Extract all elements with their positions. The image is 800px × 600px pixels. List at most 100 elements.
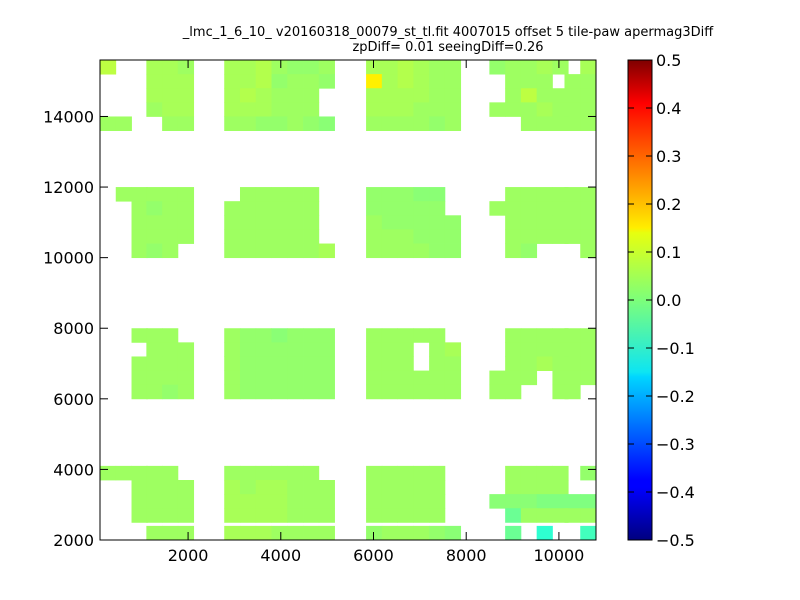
heatmap-cell	[255, 480, 272, 495]
heatmap-cell	[224, 508, 241, 523]
heatmap-cell	[303, 201, 320, 216]
heatmap-cell	[146, 370, 163, 386]
heatmap-cell	[177, 116, 195, 131]
heatmap-cell	[580, 356, 597, 371]
heatmap-cell	[162, 201, 179, 216]
heatmap-cell	[239, 465, 257, 481]
heatmap-cell	[413, 74, 430, 89]
heatmap-cell	[413, 525, 430, 541]
heatmap-cell	[255, 88, 272, 103]
y-tick-label: 2000	[53, 531, 94, 550]
heatmap-cell	[162, 356, 179, 371]
heatmap-cell	[287, 60, 304, 75]
heatmap-cell	[397, 384, 414, 400]
heatmap-cell	[444, 116, 462, 131]
heatmap-cell	[162, 465, 179, 481]
y-axis: 2000 4000 6000 8000 10000 12000 14000	[43, 107, 596, 550]
heatmap-cell	[536, 88, 553, 103]
heatmap-cell	[271, 229, 288, 244]
heatmap-cell	[505, 356, 522, 371]
heatmap-cell	[444, 88, 462, 103]
heatmap-cell	[520, 215, 538, 230]
heatmap-cell	[489, 384, 506, 400]
heatmap-cell	[505, 370, 522, 386]
heatmap-cell	[162, 525, 179, 541]
heatmap-cell	[318, 342, 335, 357]
heatmap-cell	[177, 370, 195, 386]
colorbar-tick-label: 0.4	[656, 99, 681, 118]
heatmap-cell	[239, 88, 257, 103]
heatmap-cell	[239, 480, 257, 495]
y-tick-label: 8000	[53, 319, 94, 338]
heatmap-cell	[381, 88, 398, 103]
heatmap-cell	[505, 74, 522, 89]
heatmap-cell	[177, 88, 195, 103]
x-axis: 2000 4000 6000 8000 10000	[168, 60, 584, 565]
heatmap-cell	[429, 328, 446, 343]
colorbar-tick-label: −0.5	[656, 531, 695, 550]
heatmap-cell	[146, 74, 163, 89]
heatmap-cell	[239, 201, 257, 216]
heatmap-cell	[177, 508, 195, 523]
colorbar-tick-label: 0.5	[656, 51, 681, 70]
heatmap-cell	[429, 229, 446, 244]
heatmap-cell	[162, 370, 179, 386]
heatmap-cell	[381, 508, 398, 523]
heatmap-cell	[131, 328, 148, 343]
heatmap-cell	[413, 201, 430, 216]
heatmap-cell	[303, 384, 320, 400]
heatmap-cell	[177, 480, 195, 495]
heatmap-cell	[303, 102, 320, 117]
heatmap-cell	[381, 243, 398, 259]
heatmap-cell	[505, 480, 522, 495]
heatmap-cell	[536, 342, 553, 357]
heatmap-cell	[520, 465, 538, 481]
heatmap-cell	[224, 102, 241, 117]
heatmap-cell	[397, 508, 414, 523]
heatmap-cell	[239, 102, 257, 117]
heatmap-cell	[444, 229, 462, 244]
heatmap-cell	[255, 384, 272, 400]
heatmap-cell	[162, 116, 179, 131]
heatmap-cell	[318, 243, 335, 259]
heatmap-cell	[177, 525, 195, 541]
heatmap-cell	[397, 328, 414, 343]
heatmap-cell	[366, 525, 383, 541]
heatmap-cell	[397, 116, 414, 131]
heatmap-cell	[489, 102, 506, 117]
heatmap-cell	[255, 74, 272, 89]
heatmap-cell	[366, 88, 383, 103]
heatmap-cell	[224, 215, 241, 230]
heatmap-cell	[413, 187, 430, 202]
heatmap-cell	[303, 465, 320, 481]
heatmap-cell	[381, 480, 398, 495]
heatmap-cell	[287, 328, 304, 343]
heatmap-cell	[444, 243, 462, 259]
heatmap-cell	[366, 60, 383, 75]
heatmap-cell	[580, 187, 597, 202]
heatmap-cell	[303, 243, 320, 259]
heatmap-cell	[177, 229, 195, 244]
heatmap-cell	[162, 60, 179, 75]
heatmap-cell	[287, 342, 304, 357]
heatmap-cell	[162, 74, 179, 89]
heatmap-cell	[177, 342, 195, 357]
heatmap-cell	[131, 201, 148, 216]
heatmap-cell	[397, 88, 414, 103]
heatmap-cell	[318, 508, 335, 523]
heatmap-cell	[381, 370, 398, 386]
heatmap-cell	[131, 508, 148, 523]
heatmap-cell	[397, 102, 414, 117]
heatmap-cell	[255, 60, 272, 75]
heatmap-cell	[366, 384, 383, 400]
heatmap-cell	[444, 384, 462, 400]
heatmap-cell	[100, 465, 117, 481]
heatmap-cell	[303, 370, 320, 386]
heatmap-cell	[287, 370, 304, 386]
heatmap-cell	[413, 88, 430, 103]
heatmap-cell	[429, 508, 446, 523]
heatmap-cell	[413, 102, 430, 117]
heatmap-cell	[162, 480, 179, 495]
heatmap-cell	[146, 201, 163, 216]
heatmap-cell	[287, 116, 304, 131]
